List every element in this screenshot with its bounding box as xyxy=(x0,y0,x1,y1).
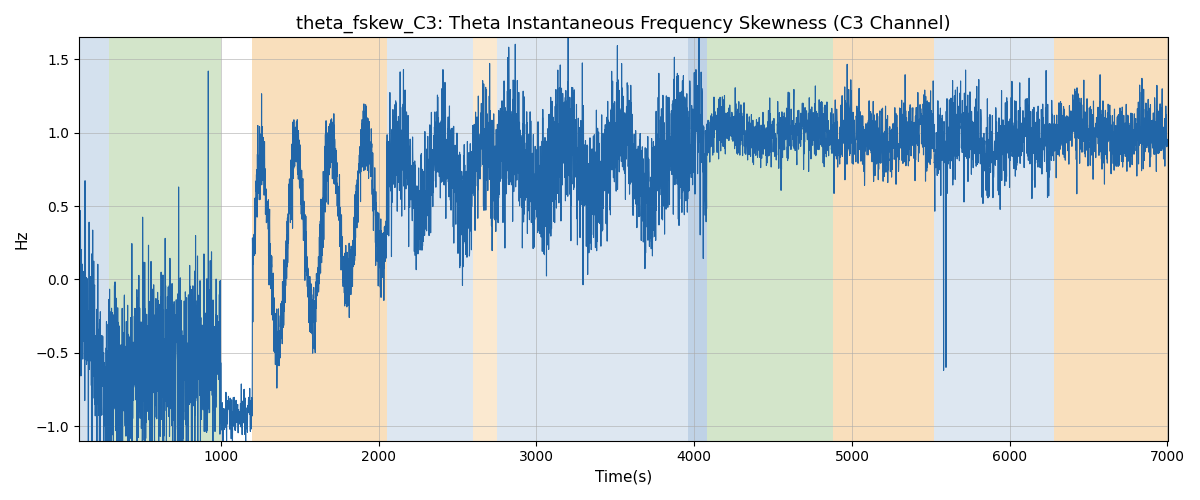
Bar xyxy=(934,38,1054,440)
Y-axis label: Hz: Hz xyxy=(14,230,30,249)
Bar xyxy=(497,38,688,440)
Bar xyxy=(252,38,386,440)
X-axis label: Time(s): Time(s) xyxy=(594,470,652,485)
Bar xyxy=(707,38,833,440)
Bar xyxy=(79,38,109,440)
Bar xyxy=(688,38,707,440)
Bar xyxy=(109,38,221,440)
Bar xyxy=(386,38,473,440)
Bar xyxy=(473,38,497,440)
Bar xyxy=(1054,38,1168,440)
Bar xyxy=(833,38,934,440)
Title: theta_fskew_C3: Theta Instantaneous Frequency Skewness (C3 Channel): theta_fskew_C3: Theta Instantaneous Freq… xyxy=(296,15,950,34)
